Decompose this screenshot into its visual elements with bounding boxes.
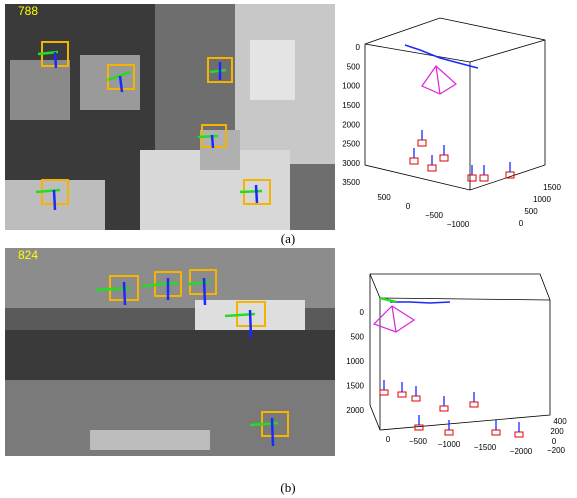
frame-number: 824 — [18, 248, 38, 262]
side-tick-label: 0 — [519, 219, 524, 228]
frame-number: 788 — [18, 4, 38, 18]
vertical-tick-label: 3500 — [342, 178, 360, 187]
depth-tick-label: −1500 — [474, 443, 497, 452]
vertical-tick-label: 2000 — [342, 120, 360, 129]
vertical-tick-label: 1500 — [346, 382, 364, 391]
vertical-tick-label: 0 — [356, 43, 361, 52]
vertical-tick-label: 2500 — [342, 140, 360, 149]
side-tick-label: 1000 — [533, 195, 551, 204]
vertical-tick-label: 3000 — [342, 159, 360, 168]
depth-tick-label: −500 — [425, 211, 444, 220]
photo-b: 824 — [5, 248, 335, 456]
vertical-tick-label: 500 — [347, 62, 361, 71]
depth-tick-label: 500 — [377, 193, 391, 202]
side-tick-label: 0 — [552, 437, 557, 446]
depth-tick-label: 0 — [406, 202, 411, 211]
side-tick-label: 1500 — [543, 183, 561, 192]
depth-tick-label: 0 — [386, 435, 391, 444]
vertical-tick-label: 1000 — [346, 357, 364, 366]
plot-b — [370, 274, 550, 437]
figure: 788 (a) 824 — [0, 0, 577, 498]
vertical-tick-label: 0 — [360, 308, 365, 317]
plot-a — [365, 18, 545, 190]
vertical-tick-label: 500 — [351, 333, 365, 342]
depth-tick-label: −2000 — [510, 447, 533, 456]
photo-a: 788 — [5, 4, 335, 230]
depth-tick-label: −1000 — [438, 440, 461, 449]
depth-tick-label: −500 — [409, 437, 428, 446]
side-tick-label: −200 — [547, 446, 566, 455]
depth-tick-label: −1000 — [447, 220, 470, 229]
side-tick-label: 500 — [524, 207, 538, 216]
panel-label: (b) — [280, 480, 295, 495]
side-tick-label: 400 — [553, 417, 567, 426]
vertical-tick-label: 2000 — [346, 406, 364, 415]
vertical-tick-label: 1500 — [342, 101, 360, 110]
vertical-tick-label: 1000 — [342, 82, 360, 91]
panel-label: (a) — [281, 231, 295, 246]
side-tick-label: 200 — [550, 427, 564, 436]
